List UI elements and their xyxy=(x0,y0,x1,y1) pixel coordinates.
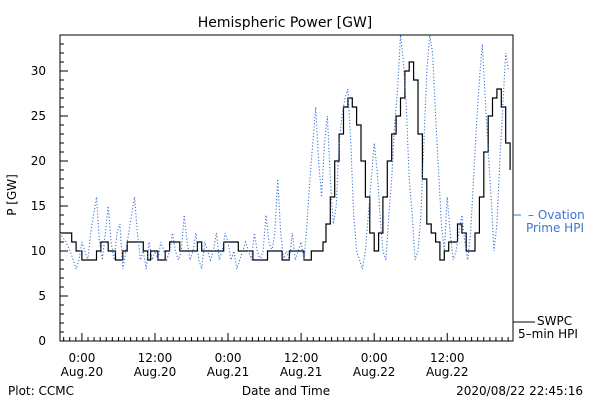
legend-ovation-line1: – Ovation xyxy=(528,208,585,222)
series-layer xyxy=(59,34,511,271)
y-tick-label: 0 xyxy=(38,334,46,348)
x-tick-label-time: 12:00 xyxy=(284,351,319,365)
plot-credit: Plot: CCMC xyxy=(8,384,74,398)
chart-title: Hemispheric Power [GW] xyxy=(198,15,373,31)
x-tick-label-date: Aug.21 xyxy=(207,365,250,379)
x-tick-label-time: 0:00 xyxy=(215,351,242,365)
x-tick-label-time: 12:00 xyxy=(138,351,173,365)
timestamp: 2020/08/22 22:45:16 xyxy=(456,384,583,398)
swpc-hpi-line xyxy=(60,61,511,261)
plot-border xyxy=(59,34,514,342)
x-tick-label-time: 0:00 xyxy=(68,351,95,365)
legend-swpc-line1: SWPC xyxy=(537,314,572,328)
legend-swpc-line2: 5–min HPI xyxy=(518,327,578,341)
x-tick-label-time: 0:00 xyxy=(361,351,388,365)
x-tick-label-date: Aug.22 xyxy=(426,365,469,379)
y-tick-label: 30 xyxy=(31,64,46,78)
y-tick-label: 15 xyxy=(31,199,46,213)
legend-ovation-prime: – Ovation Prime HPI xyxy=(513,208,585,235)
y-tick-label: 10 xyxy=(31,244,46,258)
x-axis: 0:00Aug.2012:00Aug.200:00Aug.2112:00Aug.… xyxy=(61,333,509,379)
ovation-prime-line xyxy=(59,34,510,271)
plot-frame xyxy=(59,34,514,342)
legend-ovation-line2: Prime HPI xyxy=(526,221,584,235)
x-tick-label-time: 12:00 xyxy=(430,351,465,365)
x-tick-label-date: Aug.21 xyxy=(280,365,323,379)
x-tick-label-date: Aug.22 xyxy=(353,365,396,379)
x-tick-label-date: Aug.20 xyxy=(134,365,177,379)
x-axis-label: Date and Time xyxy=(242,384,330,398)
legend-swpc: SWPC 5–min HPI xyxy=(513,314,578,341)
y-tick-label: 5 xyxy=(38,289,46,303)
y-axis-label: P [GW] xyxy=(5,174,19,216)
y-axis: 0 5 10 15 20 25 30 xyxy=(31,34,68,348)
y-tick-label: 25 xyxy=(31,109,46,123)
y-tick-label: 20 xyxy=(31,154,46,168)
x-tick-label-date: Aug.20 xyxy=(61,365,104,379)
